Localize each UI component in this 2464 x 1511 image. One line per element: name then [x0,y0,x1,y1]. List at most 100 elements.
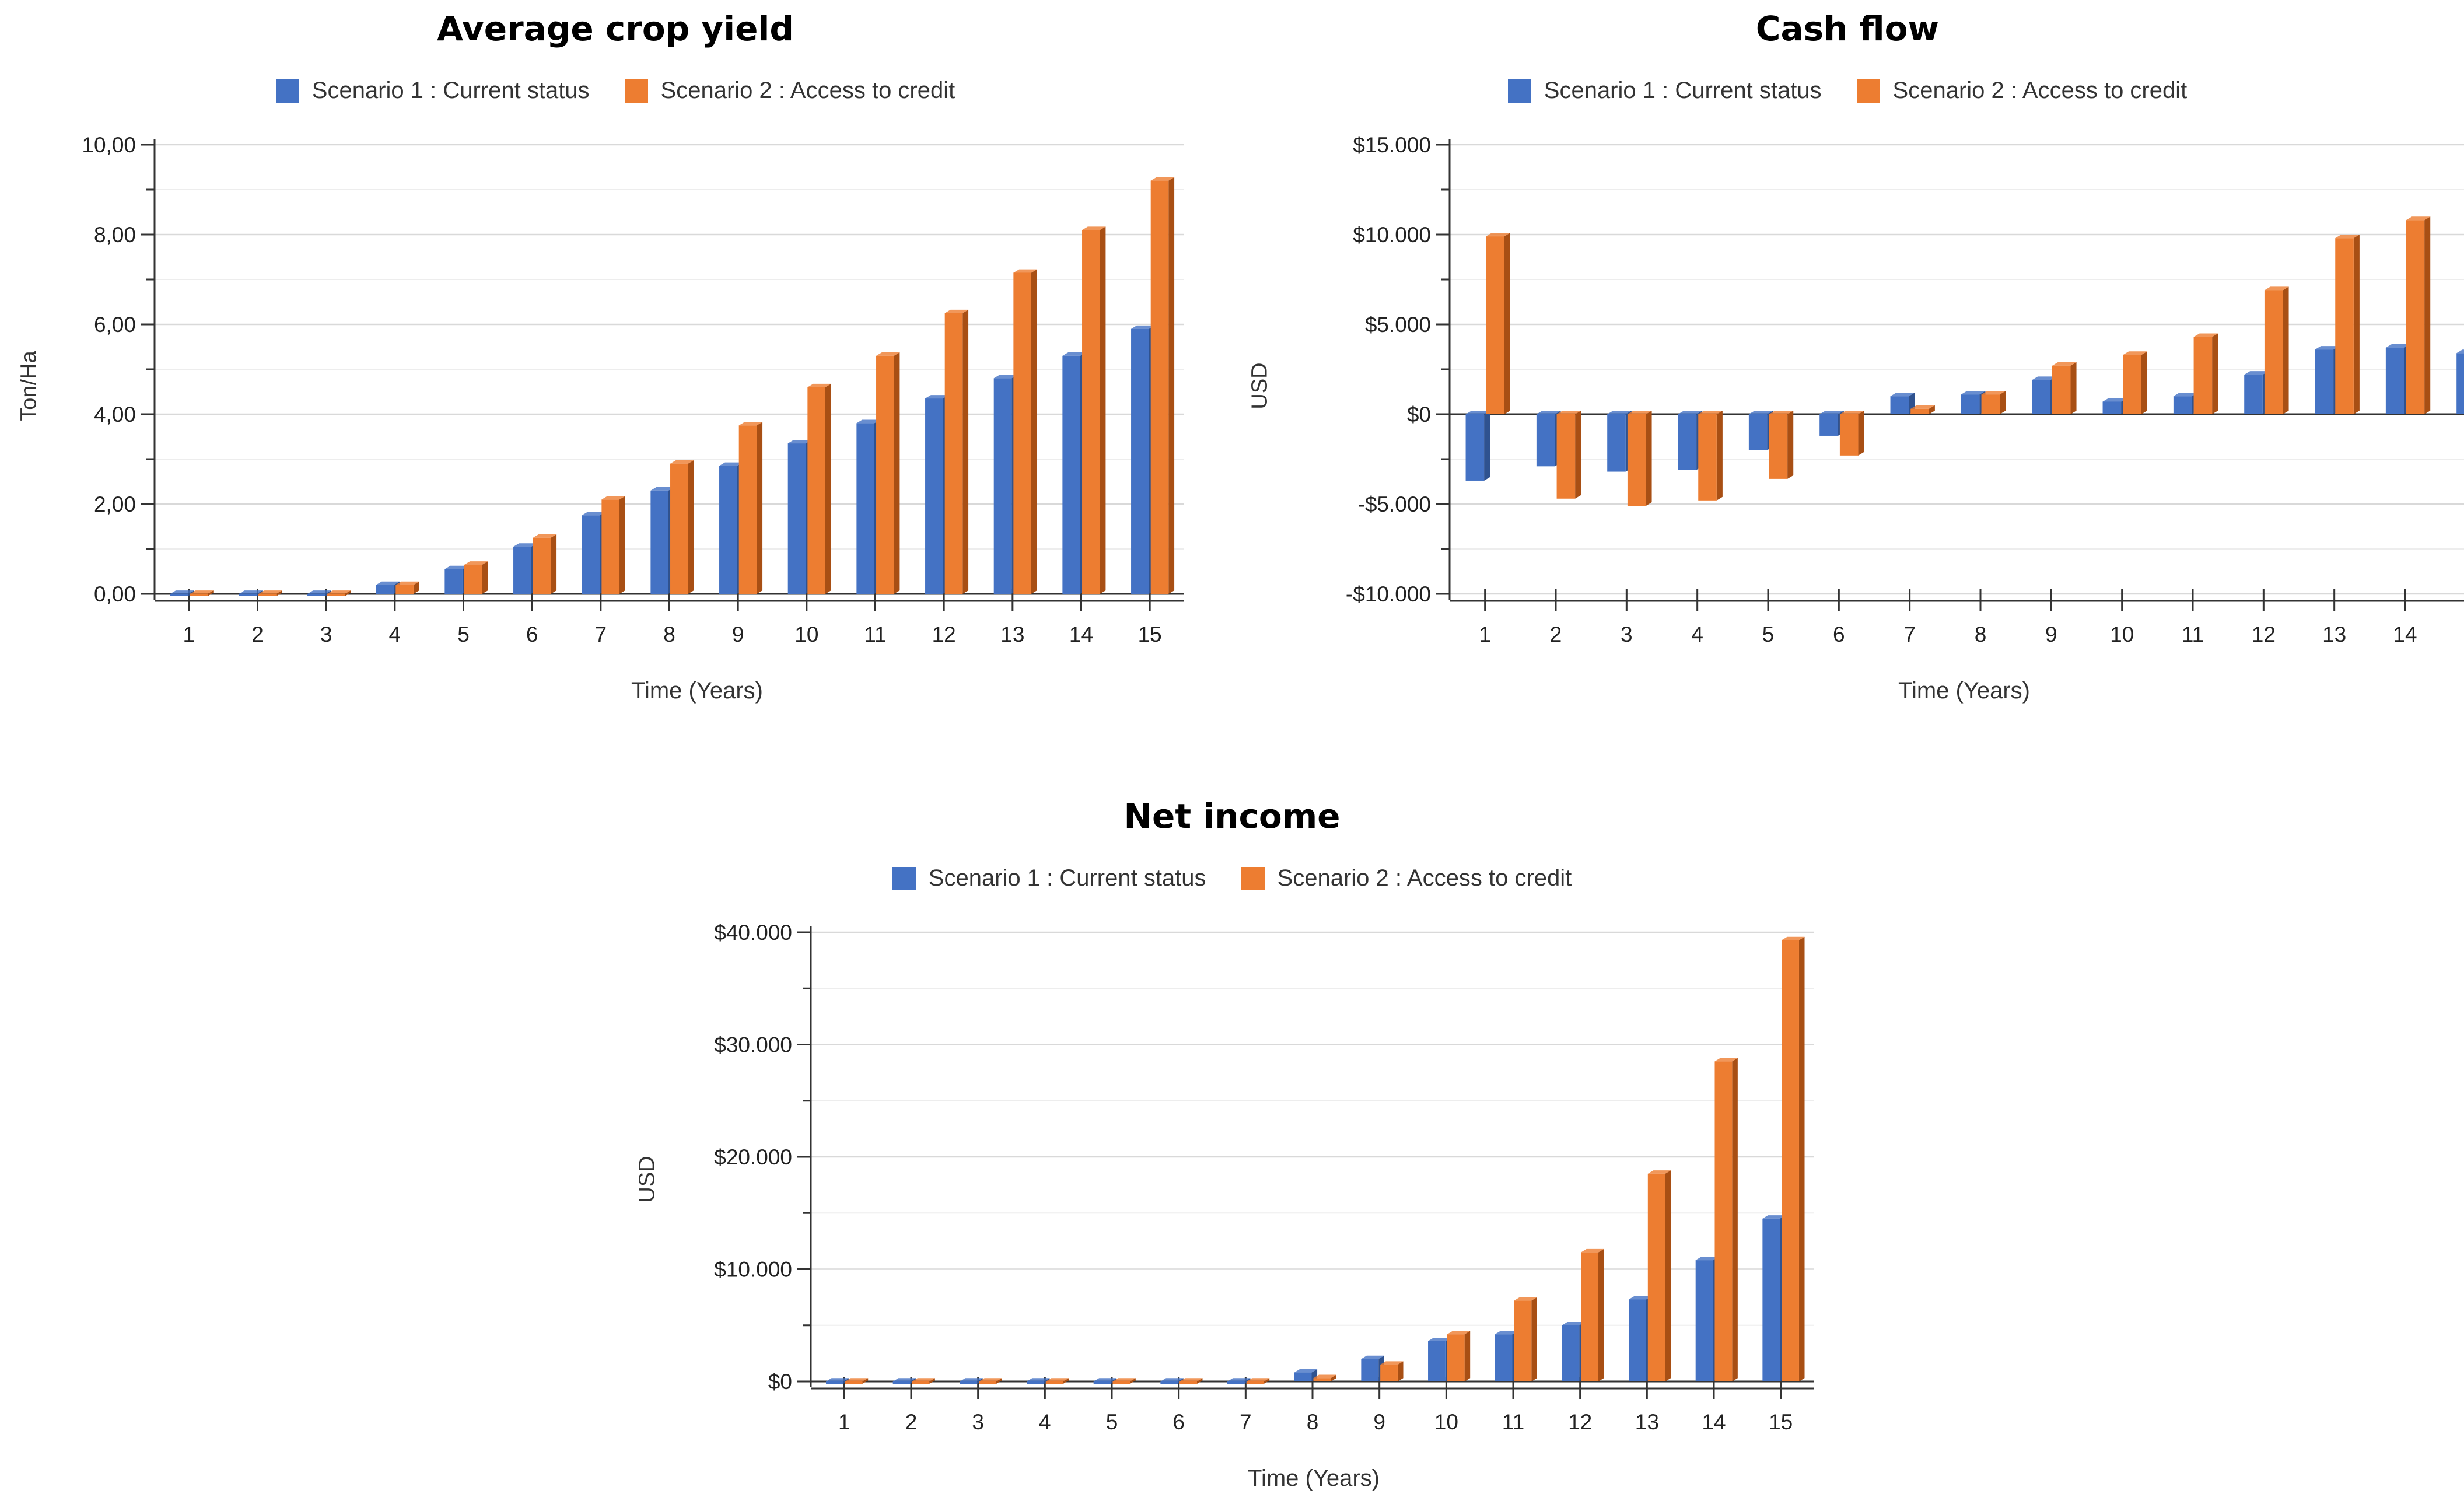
bar-top [1536,410,1561,414]
bar-series2 [738,425,757,594]
x-tick-label: 10 [2110,622,2134,646]
legend-label-series1: Scenario 1 : Current status [928,865,1206,891]
bar-side [1929,405,1935,414]
y-tick-label: $0 [768,1370,792,1394]
y-tick-label: $5.000 [1365,313,1431,337]
x-tick-label: 11 [1502,1410,1524,1434]
bar-top [1093,1378,1117,1381]
y-tick-label: $20.000 [714,1145,792,1169]
x-tick-label: 5 [1762,622,1774,646]
bar-side [688,460,694,594]
bar-top [2052,362,2077,366]
bar-series2 [912,1381,930,1384]
x-tick-label: 9 [732,622,744,646]
bar-top [856,419,880,424]
x-tick-label: 8 [1975,622,1987,646]
bar-side [929,1378,935,1384]
x-tick-label: 1 [838,1410,850,1434]
bar-side [482,561,488,594]
x-tick-label: 12 [932,622,956,646]
bar-series2 [2193,337,2213,414]
chart-legend: Scenario 1 : Current status Scenario 2 :… [0,78,1231,104]
bar-side [1787,410,1794,479]
bar-top [396,581,419,585]
bar-top [464,561,488,565]
bar-series1 [1536,414,1555,467]
bar-top [1647,1170,1671,1174]
bar-series2 [1112,1381,1130,1384]
y-tick-label: $10.000 [714,1258,792,1282]
bar-series2 [1839,414,1859,456]
legend-swatch-series2 [1856,79,1880,103]
bar-top [1714,1058,1738,1062]
x-tick-label: 2 [1550,622,1562,646]
bar-side [276,590,282,596]
bar-side [1331,1374,1336,1381]
bar-series1 [1762,1218,1780,1381]
bar-top [1150,177,1175,181]
bar-side [2424,216,2431,414]
x-tick-label: 7 [1903,622,1916,646]
x-tick-label: 4 [389,622,401,646]
bar-side [1575,410,1581,499]
bar-top [1910,405,1935,409]
x-tick-label: 14 [2393,622,2417,646]
bar-series2 [2123,355,2141,414]
bar-top [1629,1296,1652,1300]
bar-top [2173,393,2198,397]
bar-series2 [1627,414,1646,506]
bar-series1 [2385,348,2404,414]
bar-side [619,496,625,594]
legend-label-series1: Scenario 1 : Current status [312,78,590,103]
bar-top [1607,410,1632,414]
x-tick-label: 13 [1635,1410,1659,1434]
bar-top [1581,1248,1604,1253]
bar-top [1782,936,1805,940]
bar-series2 [807,387,825,594]
y-tick-label: 6,00 [94,313,136,337]
bar-series1 [1629,1299,1646,1381]
bar-series1 [719,466,737,594]
chart-average-crop-yield: Average crop yield Scenario 1 : Current … [0,0,1231,729]
y-tick-label: $10.000 [1353,223,1431,247]
bar-top [2315,346,2340,350]
bar-series1 [376,585,394,594]
bar-side [1031,269,1037,594]
bar-series2 [1246,1381,1264,1384]
y-tick-label: 4,00 [94,403,136,426]
bar-series2 [1045,1381,1063,1384]
legend-item-series2: Scenario 2 : Access to credit [1241,865,1572,891]
bar-top [2123,351,2147,355]
bar-series1 [788,443,806,594]
bar-series1 [1361,1359,1379,1381]
x-tick-label: 15 [1769,1410,1793,1434]
y-tick-label: $0 [1407,403,1431,426]
bar-top [1839,410,1864,414]
bar-top [601,496,625,500]
bar-top [1227,1378,1251,1381]
x-tick-label: 8 [1307,1410,1319,1434]
x-tick-label: 5 [457,622,470,646]
bar-series1 [239,594,257,596]
y-tick-label: 2,00 [94,492,136,516]
bar-top [1160,1378,1184,1381]
bar-top [2244,371,2269,375]
bar-side [413,581,419,594]
bar-series2 [533,537,551,594]
bar-top [1819,410,1844,414]
bar-side [1716,410,1723,501]
bar-series2 [1769,414,1788,479]
bar-series1 [513,547,531,594]
bar-top [1627,410,1652,414]
bar-series1 [960,1381,978,1384]
bar-top [582,512,606,516]
bar-top [1013,269,1037,273]
legend-swatch-series2 [1241,866,1265,890]
bar-top [1981,391,2006,395]
bar-series1 [582,515,600,594]
bar-top [1082,226,1106,230]
bar-series1 [826,1381,844,1384]
bar-series2 [2335,238,2354,414]
bar-top [1769,410,1794,414]
